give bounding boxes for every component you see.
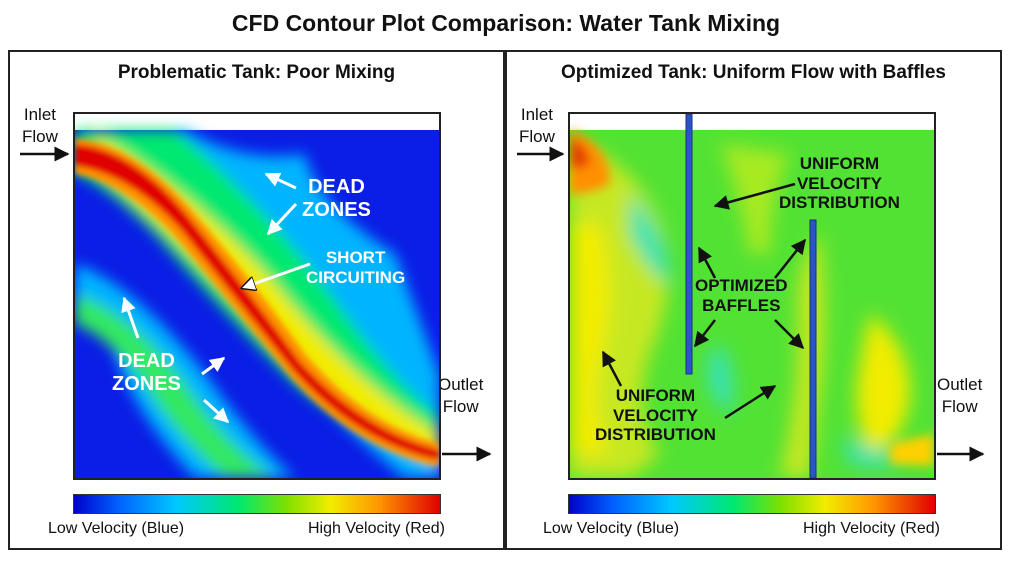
left-short-circuiting-label: SHORT CIRCUITING [306, 248, 406, 287]
left-arrows-overlay [20, 146, 492, 462]
baffle-pointer-arrow-icon [774, 238, 806, 279]
uniform-distribution-arrow-icon [713, 182, 796, 210]
right-velocity-field [570, 114, 934, 478]
baffle-pointer-arrow-icon [774, 319, 805, 350]
right-velocity-colorbar [568, 494, 936, 514]
baffle-pointer-arrow-icon [697, 246, 717, 279]
main-title: CFD Contour Plot Comparison: Water Tank … [231, 10, 781, 36]
left-panel-title: Problematic Tank: Poor Mixing [117, 62, 396, 83]
left-dead-zones-bottom-label: DEAD ZONES [112, 350, 181, 395]
optimized-baffles-label: OPTIMIZED BAFFLES [695, 276, 788, 315]
dead-zone-arrow-icon [264, 172, 297, 190]
upper-baffle [685, 114, 693, 375]
right-panel-title: Optimized Tank: Uniform Flow with Baffle… [561, 62, 946, 83]
left-contour-plot [73, 112, 441, 480]
left-dead-zones-top-label: DEAD ZONES [302, 176, 371, 221]
uniform-distribution-arrow-icon [601, 350, 623, 387]
right-inlet-label: Inlet Flow [519, 105, 555, 146]
right-uniform-bottom-label: UNIFORM VELOCITY DISTRIBUTION [595, 386, 716, 445]
dead-zone-arrow-icon [266, 202, 298, 236]
right-scale-low-label: Low Velocity (Blue) [543, 520, 680, 537]
left-scale-low-label: Low Velocity (Blue) [48, 520, 185, 537]
lower-baffle [809, 219, 817, 478]
uniform-distribution-arrow-icon [724, 384, 777, 420]
right-outlet-label: Outlet Flow [937, 375, 983, 416]
right-contour-plot [568, 112, 936, 480]
left-velocity-field [75, 114, 439, 478]
dead-zone-arrow-icon [201, 356, 226, 376]
dead-zone-arrow-icon [202, 398, 230, 424]
right-uniform-top-label: UNIFORM VELOCITY DISTRIBUTION [779, 154, 900, 213]
right-scale-high-label: High Velocity (Red) [803, 520, 940, 537]
right-arrows-overlay [517, 146, 985, 462]
left-scale-high-label: High Velocity (Red) [308, 520, 445, 537]
baffle-pointer-arrow-icon [694, 319, 716, 348]
left-outlet-label: Outlet Flow [438, 375, 484, 416]
optimized-tank-panel: Optimized Tank: Uniform Flow with Baffle… [505, 50, 1002, 550]
problematic-tank-panel: Problematic Tank: Poor Mixing Inlet Flow… [8, 50, 505, 550]
left-inlet-label: Inlet Flow [22, 105, 58, 146]
dead-zone-arrow-icon [121, 296, 140, 339]
short-circuit-arrow-icon [242, 262, 311, 288]
left-velocity-colorbar [73, 494, 441, 514]
